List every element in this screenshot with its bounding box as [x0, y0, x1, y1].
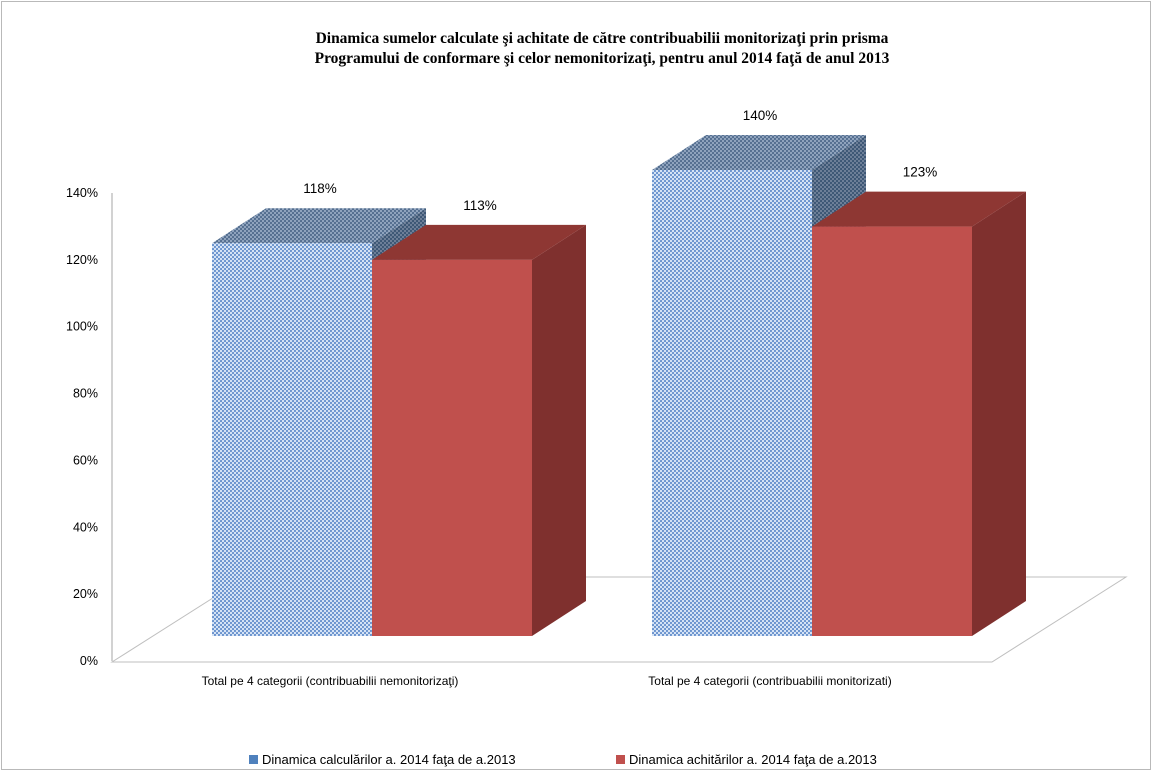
legend-label: Dinamica achitărilor a. 2014 faţa de a.2…	[629, 752, 877, 767]
bar-top-face	[812, 191, 1026, 227]
bars: 118% 113% 140% 123%	[212, 108, 1026, 637]
legend-label: Dinamica calculărilor a. 2014 faţa de a.…	[262, 752, 516, 767]
category-label: Total pe 4 categorii (contribuabilii mon…	[648, 674, 891, 688]
y-tick-label: 100%	[66, 320, 98, 334]
y-tick-label: 60%	[73, 453, 98, 467]
y-tick-label: 120%	[66, 253, 98, 267]
bar-side-face	[972, 191, 1026, 637]
chart-title-line-2: Programului de conformare şi celor nemon…	[315, 50, 890, 67]
floor-plane	[110, 576, 1128, 663]
legend-swatch	[249, 755, 258, 764]
y-tick-label: 20%	[73, 587, 98, 601]
category-label: Total pe 4 categorii (contribuabilii nem…	[202, 674, 459, 688]
bar-side-face	[532, 224, 586, 636]
y-tick-label: 80%	[73, 387, 98, 401]
chart-floor	[110, 576, 1128, 663]
data-label: 118%	[303, 181, 337, 196]
data-label: 113%	[463, 198, 497, 213]
y-tick-label: 40%	[73, 520, 98, 534]
chart-title-line-1: Dinamica sumelor calculate şi achitate d…	[316, 30, 889, 47]
bar	[372, 259, 532, 636]
data-label: 123%	[903, 165, 938, 180]
y-tick-label: 0%	[80, 654, 98, 668]
category-labels: Total pe 4 categorii (contribuabilii nem…	[202, 674, 892, 688]
bar	[212, 243, 372, 636]
bar-top-face	[372, 224, 586, 260]
bar-top-face	[212, 208, 426, 244]
bar-top-face	[652, 135, 866, 170]
bar	[652, 170, 812, 636]
bar	[812, 226, 972, 637]
data-label: 140%	[743, 108, 778, 123]
legend-swatch	[616, 755, 625, 764]
y-axis: 0% 20% 40% 60% 80% 100% 120% 140%	[66, 186, 113, 668]
y-tick-label: 140%	[66, 186, 98, 200]
legend: Dinamica calculărilor a. 2014 faţa de a.…	[249, 752, 877, 767]
